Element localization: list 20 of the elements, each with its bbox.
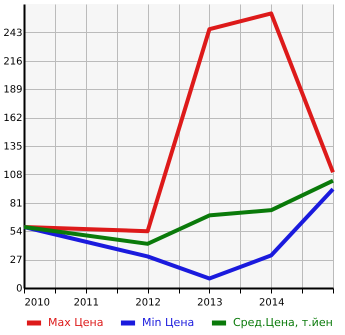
line-series (22, 187, 335, 281)
x-tick-label: 2011 (74, 298, 100, 308)
y-tick-label: 243 (3, 28, 22, 39)
y-tick-label: 108 (3, 170, 22, 181)
y-tick-label: 0 (16, 284, 22, 294)
y-tick-label: 54 (10, 226, 22, 238)
y-tick-label: 162 (3, 113, 22, 124)
line-series (22, 178, 335, 246)
y-tick-label: 27 (10, 255, 22, 266)
x-tick-label: 2014 (258, 298, 284, 308)
legend-label: Max Цена (48, 316, 104, 329)
x-tick-label: 2012 (135, 298, 161, 308)
y-tick-label: 81 (10, 198, 22, 210)
y-tick-label: 189 (3, 84, 22, 96)
legend-label: Min Цена (142, 316, 194, 329)
y-tick-label: 135 (3, 142, 22, 152)
legend-label: Сред.Цена, т.йен (233, 316, 333, 329)
x-tick-label: 2010 (24, 298, 50, 308)
x-tick-label: 2013 (197, 298, 223, 308)
y-tick-label: 216 (3, 56, 22, 68)
